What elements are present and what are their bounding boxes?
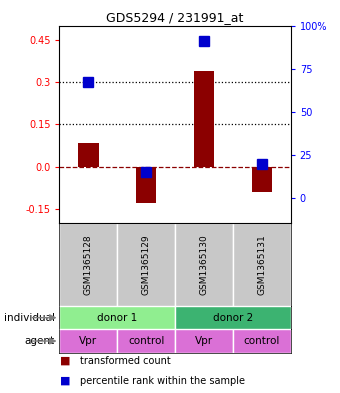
Text: Vpr: Vpr bbox=[79, 336, 98, 346]
Bar bbox=[78, 143, 99, 167]
Text: GSM1365130: GSM1365130 bbox=[200, 234, 208, 295]
Bar bbox=[117, 223, 175, 306]
Bar bbox=[175, 329, 233, 353]
Text: control: control bbox=[244, 336, 280, 346]
Bar bbox=[233, 329, 291, 353]
Bar bbox=[175, 306, 291, 329]
Text: GSM1365131: GSM1365131 bbox=[257, 234, 266, 295]
Text: transformed count: transformed count bbox=[80, 356, 171, 366]
Text: donor 2: donor 2 bbox=[213, 313, 253, 323]
Text: ■: ■ bbox=[59, 356, 70, 366]
Text: GSM1365128: GSM1365128 bbox=[84, 234, 93, 295]
Bar bbox=[194, 71, 214, 167]
Text: control: control bbox=[128, 336, 164, 346]
Bar bbox=[59, 223, 117, 306]
Text: Vpr: Vpr bbox=[195, 336, 213, 346]
Bar bbox=[136, 167, 156, 203]
Text: individual: individual bbox=[4, 313, 55, 323]
Bar bbox=[233, 223, 291, 306]
Text: donor 1: donor 1 bbox=[97, 313, 137, 323]
Title: GDS5294 / 231991_at: GDS5294 / 231991_at bbox=[106, 11, 244, 24]
Bar bbox=[59, 306, 175, 329]
Bar bbox=[117, 329, 175, 353]
Bar bbox=[59, 329, 117, 353]
Bar bbox=[175, 223, 233, 306]
Text: agent: agent bbox=[25, 336, 55, 346]
Text: GSM1365129: GSM1365129 bbox=[142, 234, 151, 295]
Bar bbox=[252, 167, 272, 192]
Text: ■: ■ bbox=[59, 376, 70, 386]
Text: percentile rank within the sample: percentile rank within the sample bbox=[80, 376, 245, 386]
